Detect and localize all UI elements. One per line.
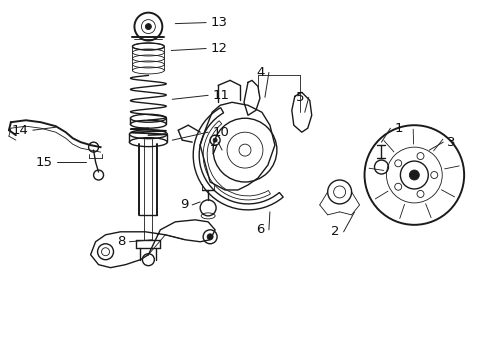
Text: 10: 10: [212, 126, 229, 139]
Circle shape: [146, 24, 151, 30]
Text: 9: 9: [180, 198, 188, 211]
Text: 14: 14: [12, 124, 29, 137]
Text: 12: 12: [210, 42, 227, 55]
Text: 2: 2: [331, 225, 340, 238]
Circle shape: [409, 170, 419, 180]
Circle shape: [207, 234, 213, 240]
Text: 1: 1: [394, 122, 403, 135]
Text: 3: 3: [447, 136, 456, 149]
Text: 13: 13: [210, 16, 227, 29]
Text: 8: 8: [117, 235, 125, 248]
Text: 6: 6: [257, 223, 265, 236]
Text: 4: 4: [257, 66, 265, 79]
Text: 7: 7: [210, 144, 218, 157]
Text: 11: 11: [212, 89, 229, 102]
Text: 5: 5: [296, 91, 305, 104]
Circle shape: [213, 138, 217, 142]
Text: 15: 15: [36, 156, 53, 168]
